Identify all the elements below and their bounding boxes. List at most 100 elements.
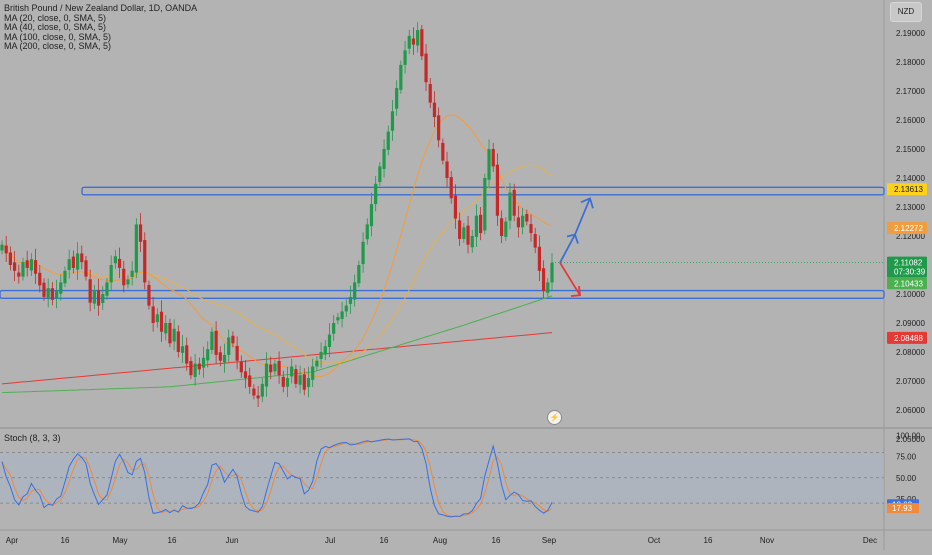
candle-body — [327, 334, 332, 348]
ma100-legend[interactable]: MA (100, close, 0, SMA, 5) — [4, 31, 112, 42]
candle-body — [294, 369, 298, 384]
ma20-legend[interactable]: MA (20, close, 0, SMA, 5) — [4, 12, 107, 23]
candle-body — [323, 346, 327, 355]
candle-body — [525, 213, 529, 222]
stoch-value-label: 17.93 — [892, 504, 913, 513]
time-tick-label: 16 — [704, 536, 713, 545]
candle-body — [180, 346, 185, 353]
candle-body — [71, 256, 75, 268]
candle-body — [218, 352, 222, 361]
candle-body — [222, 354, 227, 363]
lightning-icon[interactable]: ⚡ — [547, 410, 562, 425]
candle-body — [109, 265, 113, 283]
stoch-k-line — [1, 438, 553, 518]
candle-body — [17, 272, 21, 277]
candle-body — [42, 282, 46, 297]
stoch-title[interactable]: Stoch (8, 3, 3) — [4, 433, 61, 443]
candle-body — [428, 84, 432, 103]
price-tick-label: 2.09000 — [896, 319, 925, 328]
price-tick-label: 2.16000 — [896, 116, 925, 125]
candle-body — [8, 252, 12, 265]
candle-body — [235, 345, 239, 361]
time-tick-label: Nov — [760, 536, 774, 545]
candle-body — [290, 366, 294, 377]
candle-body — [470, 236, 474, 248]
price-tag-label: 2.12272 — [894, 224, 923, 233]
bearish-arrow-path — [559, 262, 581, 296]
candle-body — [533, 233, 537, 248]
candle-body — [332, 323, 336, 334]
price-tick-label: 2.18000 — [896, 58, 925, 67]
candle-body — [206, 349, 210, 361]
candle-body — [4, 245, 8, 254]
candle-body — [445, 161, 449, 178]
candle-body — [424, 53, 428, 83]
candle-body — [298, 375, 302, 385]
candle-body — [130, 270, 134, 277]
candle-body — [420, 29, 424, 57]
symbol-title[interactable]: British Pound / New Zealand Dollar, 1D, … — [4, 3, 198, 13]
candle-body — [319, 352, 323, 359]
price-tag — [887, 265, 927, 278]
candle-body — [479, 214, 483, 234]
candle-body — [185, 345, 189, 364]
price-tag-label: 2.10433 — [894, 279, 923, 288]
candle-body — [96, 290, 101, 306]
candle-body — [201, 357, 206, 368]
candle-body — [281, 376, 285, 387]
candle-body — [80, 253, 84, 263]
candle-body — [67, 259, 71, 270]
candle-body — [214, 330, 218, 355]
candle-body — [264, 363, 269, 387]
support-zone — [0, 289, 885, 300]
price-tick-label: 2.17000 — [896, 87, 925, 96]
ma40-line — [1, 164, 553, 364]
candle-body — [378, 166, 382, 183]
price-tick-label: 2.13000 — [896, 203, 925, 212]
candle-body — [273, 363, 277, 372]
candle-body — [269, 364, 273, 373]
candle-body — [542, 268, 546, 292]
candle-body — [437, 115, 441, 141]
currency-button[interactable]: NZD — [890, 2, 922, 22]
candle-body — [210, 331, 214, 350]
stoch-tick-label: 50.00 — [896, 474, 917, 483]
stoch-band — [0, 452, 884, 504]
ma200-legend[interactable]: MA (200, close, 0, SMA, 5) — [4, 41, 112, 52]
candle-body — [0, 244, 4, 251]
candle-body — [407, 35, 411, 49]
candle-body — [474, 215, 479, 237]
candle-body — [164, 323, 168, 334]
candle-body — [508, 192, 512, 221]
candle-body — [33, 260, 38, 274]
price-tag — [887, 222, 927, 235]
price-tag — [887, 277, 927, 290]
time-tick-label: Apr — [6, 536, 19, 545]
price-tick-label: 2.08000 — [896, 348, 925, 357]
price-tick-label: 2.07000 — [896, 377, 925, 386]
candle-body — [189, 360, 193, 376]
price-tick-label: 2.14000 — [896, 174, 925, 183]
candle-body — [252, 388, 256, 396]
ma40-legend[interactable]: MA (40, close, 0, SMA, 5) — [4, 22, 107, 33]
time-tick-label: 16 — [168, 536, 177, 545]
candle-body — [54, 291, 59, 299]
candle-body — [227, 337, 231, 355]
candle-body — [88, 279, 92, 303]
ma20-line — [1, 114, 553, 378]
candle-body — [504, 221, 508, 237]
candle-body — [432, 102, 437, 118]
candle-body — [29, 259, 33, 271]
candle-body — [336, 317, 340, 321]
candle-body — [193, 363, 197, 377]
candle-body — [134, 224, 138, 273]
candle-body — [176, 331, 180, 352]
candle-body — [117, 258, 122, 268]
price-tick-label: 2.06000 — [896, 406, 925, 415]
candle-body — [63, 270, 67, 284]
candle-body — [369, 204, 374, 227]
time-tick-label: 16 — [380, 536, 389, 545]
price-tag — [887, 331, 927, 344]
